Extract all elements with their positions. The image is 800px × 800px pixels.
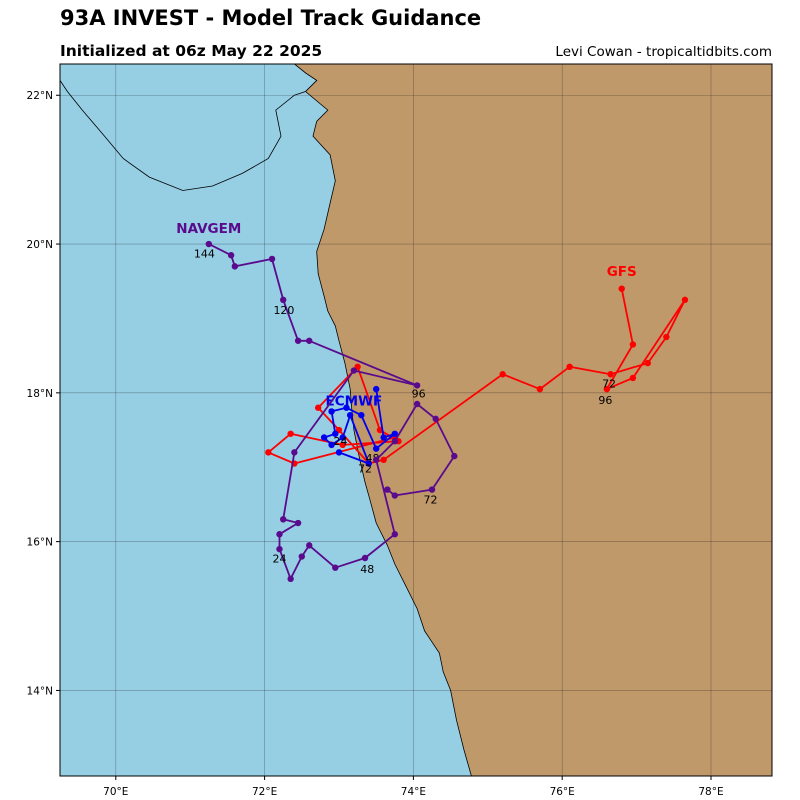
map-frame xyxy=(59,63,773,777)
ecmwf-model-label: ECMWF xyxy=(326,393,383,409)
ecmwf-hour-label: 72 xyxy=(358,462,372,475)
navgem-track-point xyxy=(306,337,313,344)
navgem-hour-label: 144 xyxy=(194,247,215,260)
y-tick-label: 22°N xyxy=(27,90,53,102)
navgem-track-line xyxy=(208,243,456,580)
ecmwf-track-point xyxy=(391,430,398,437)
ecmwf-track-point xyxy=(328,408,335,415)
gfs-track-point xyxy=(681,296,689,304)
gfs-track-point xyxy=(663,333,670,341)
y-tick-label: 20°N xyxy=(27,239,53,251)
gfs-track-point xyxy=(607,371,614,378)
navgem-track-point xyxy=(276,545,283,553)
navgem-track-point xyxy=(294,337,302,344)
navgem-track-point xyxy=(451,452,458,460)
ecmwf-track-point xyxy=(339,434,346,441)
ecmwf-track-point xyxy=(320,434,328,441)
navgem-model-label: NAVGEM xyxy=(176,221,241,237)
gfs-track-point xyxy=(536,385,544,393)
y-tick-label: 16°N xyxy=(27,537,53,549)
navgem-hour-label: 120 xyxy=(273,304,294,317)
gfs-track-point xyxy=(314,404,322,411)
navgem-track-point xyxy=(413,382,421,389)
navgem-track-point xyxy=(391,492,398,499)
navgem-track-point xyxy=(279,516,287,523)
gfs-hour-label: 72 xyxy=(602,378,616,391)
navgem-track-point xyxy=(384,486,391,493)
navgem-track-point xyxy=(372,456,380,464)
navgem-track-point xyxy=(279,296,287,304)
gfs-hour-label: 96 xyxy=(598,394,612,407)
x-tick-label: 74°E xyxy=(401,786,426,798)
navgem-track-point xyxy=(391,438,398,445)
navgem-hour-label: 96 xyxy=(412,387,426,400)
map-title: 93A INVEST - Model Track Guidance xyxy=(60,6,482,30)
navgem-track-point xyxy=(276,531,283,538)
ecmwf-hour-label: 24 xyxy=(333,435,347,448)
navgem-track-point xyxy=(391,531,398,538)
ecmwf-track-point xyxy=(358,411,365,419)
gfs-track-point xyxy=(380,456,387,464)
ecmwf-track-point xyxy=(365,460,372,467)
gfs-track-point xyxy=(629,374,637,382)
gfs-track-point xyxy=(566,363,573,371)
gfs-track-point xyxy=(603,385,611,393)
gfs-track-point xyxy=(499,371,506,378)
gfs-track-point xyxy=(339,441,346,449)
y-tick-label: 14°N xyxy=(27,685,53,697)
ecmwf-track-line xyxy=(323,388,396,465)
navgem-track-point xyxy=(428,486,436,493)
ecmwf-track-point xyxy=(335,449,343,456)
navgem-track-point xyxy=(413,400,421,408)
navgem-track-point xyxy=(268,255,276,263)
x-tick-label: 70°E xyxy=(103,786,128,798)
navgem-hour-label: 72 xyxy=(424,494,438,507)
gfs-track-point xyxy=(644,359,651,367)
x-tick-label: 78°E xyxy=(698,786,723,798)
y-tick-label: 18°N xyxy=(27,388,53,400)
ecmwf-track-point xyxy=(343,404,350,411)
gfs-track-point xyxy=(287,430,294,437)
gulf-water xyxy=(60,64,318,191)
navgem-track-point xyxy=(287,575,294,583)
navgem-track-point xyxy=(350,367,358,374)
x-tick-label: 72°E xyxy=(252,786,277,798)
ecmwf-track-point xyxy=(346,411,354,419)
navgem-track-point xyxy=(294,519,302,527)
navgem-track-point xyxy=(291,449,298,456)
navgem-track-point xyxy=(205,240,212,248)
credit-label: Levi Cowan - tropicaltidbits.com xyxy=(555,44,772,60)
navgem-track-point xyxy=(361,554,369,562)
navgem-track-point xyxy=(306,542,313,549)
gfs-model-label: GFS xyxy=(607,264,637,280)
navgem-track-point xyxy=(298,553,305,560)
navgem-hour-label: 24 xyxy=(272,552,286,565)
navgem-track-point xyxy=(227,252,235,259)
gfs-track-point xyxy=(265,449,272,456)
ecmwf-track-point xyxy=(328,441,335,449)
ecmwf-track-point xyxy=(380,434,387,441)
x-tick-label: 76°E xyxy=(550,786,575,798)
navgem-hour-label: 48 xyxy=(360,563,374,576)
navgem-track-point xyxy=(231,263,239,270)
ecmwf-track-point xyxy=(372,385,380,393)
ecmwf-track-point xyxy=(332,430,339,437)
gfs-track-point xyxy=(618,285,625,292)
navgem-track-point xyxy=(432,415,439,423)
initialization-subtitle: Initialized at 06z May 22 2025 xyxy=(60,42,323,60)
india-landmass xyxy=(60,64,772,776)
ecmwf-track-point xyxy=(372,445,380,452)
navgem-track-point xyxy=(332,564,339,571)
gfs-track-point xyxy=(629,341,637,348)
